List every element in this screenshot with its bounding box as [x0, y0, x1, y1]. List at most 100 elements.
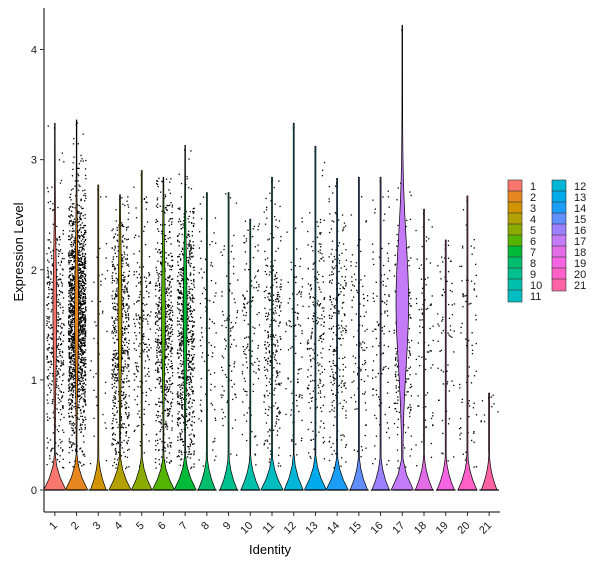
point [182, 342, 184, 344]
point [166, 408, 168, 410]
point [180, 274, 182, 276]
point [69, 421, 71, 423]
point [84, 356, 86, 359]
point [177, 240, 179, 242]
point [115, 386, 118, 388]
point [47, 271, 49, 273]
point [244, 380, 246, 382]
point [156, 378, 158, 380]
point [244, 269, 246, 271]
point [171, 269, 173, 271]
point [84, 257, 86, 259]
point [68, 207, 70, 210]
point [135, 366, 138, 368]
point [188, 448, 190, 450]
point [58, 294, 61, 296]
point [164, 441, 166, 443]
point [188, 366, 190, 368]
point [144, 343, 146, 346]
point [57, 356, 59, 358]
point [213, 440, 216, 442]
point [200, 317, 202, 319]
point [111, 317, 113, 319]
point [72, 345, 74, 348]
point [164, 343, 167, 345]
point [83, 400, 85, 402]
point [72, 428, 74, 430]
point [230, 330, 232, 332]
point [190, 381, 193, 384]
point [168, 413, 170, 415]
point [62, 269, 64, 271]
point [47, 267, 49, 269]
point [82, 287, 84, 289]
point [187, 376, 190, 378]
point [265, 209, 268, 211]
point [191, 342, 193, 344]
point [80, 206, 82, 208]
point [168, 231, 171, 233]
point [71, 254, 73, 256]
point [190, 373, 192, 376]
point [231, 427, 234, 429]
point [111, 275, 113, 277]
point [81, 330, 83, 332]
point [47, 394, 49, 396]
point [186, 390, 188, 392]
point [81, 263, 84, 265]
point [111, 373, 113, 375]
point [181, 331, 183, 333]
point [81, 370, 83, 373]
point [178, 377, 180, 379]
point [70, 205, 72, 208]
point [170, 460, 172, 463]
point [179, 352, 181, 355]
point [116, 316, 118, 318]
point [234, 394, 237, 396]
point [117, 400, 119, 402]
point [116, 459, 119, 461]
point [169, 237, 171, 239]
point [79, 242, 81, 244]
point [123, 280, 125, 282]
point [82, 296, 84, 298]
point [79, 347, 82, 349]
point [172, 278, 174, 280]
point [117, 369, 119, 371]
point [321, 307, 323, 309]
point [168, 408, 171, 410]
point [114, 362, 116, 364]
point [73, 338, 75, 340]
point [83, 410, 85, 413]
point [265, 352, 267, 354]
point [81, 316, 83, 318]
point [179, 404, 181, 406]
point [193, 454, 195, 456]
point [157, 368, 159, 370]
point [157, 260, 159, 262]
point [114, 252, 116, 254]
point [279, 286, 281, 288]
point [83, 330, 85, 332]
point [57, 301, 59, 303]
point [157, 371, 159, 374]
point [156, 346, 158, 348]
point [115, 398, 117, 400]
point [84, 296, 86, 298]
point [78, 237, 80, 239]
point [191, 466, 193, 468]
point [190, 335, 192, 338]
point [321, 357, 323, 359]
point [267, 337, 269, 339]
point [178, 256, 180, 258]
point [69, 389, 71, 391]
point [270, 383, 272, 385]
point [126, 247, 128, 249]
point [181, 397, 183, 399]
point [246, 303, 248, 305]
point [166, 415, 169, 417]
point [81, 331, 83, 334]
point [49, 417, 51, 419]
point [72, 188, 74, 190]
point [267, 447, 269, 449]
